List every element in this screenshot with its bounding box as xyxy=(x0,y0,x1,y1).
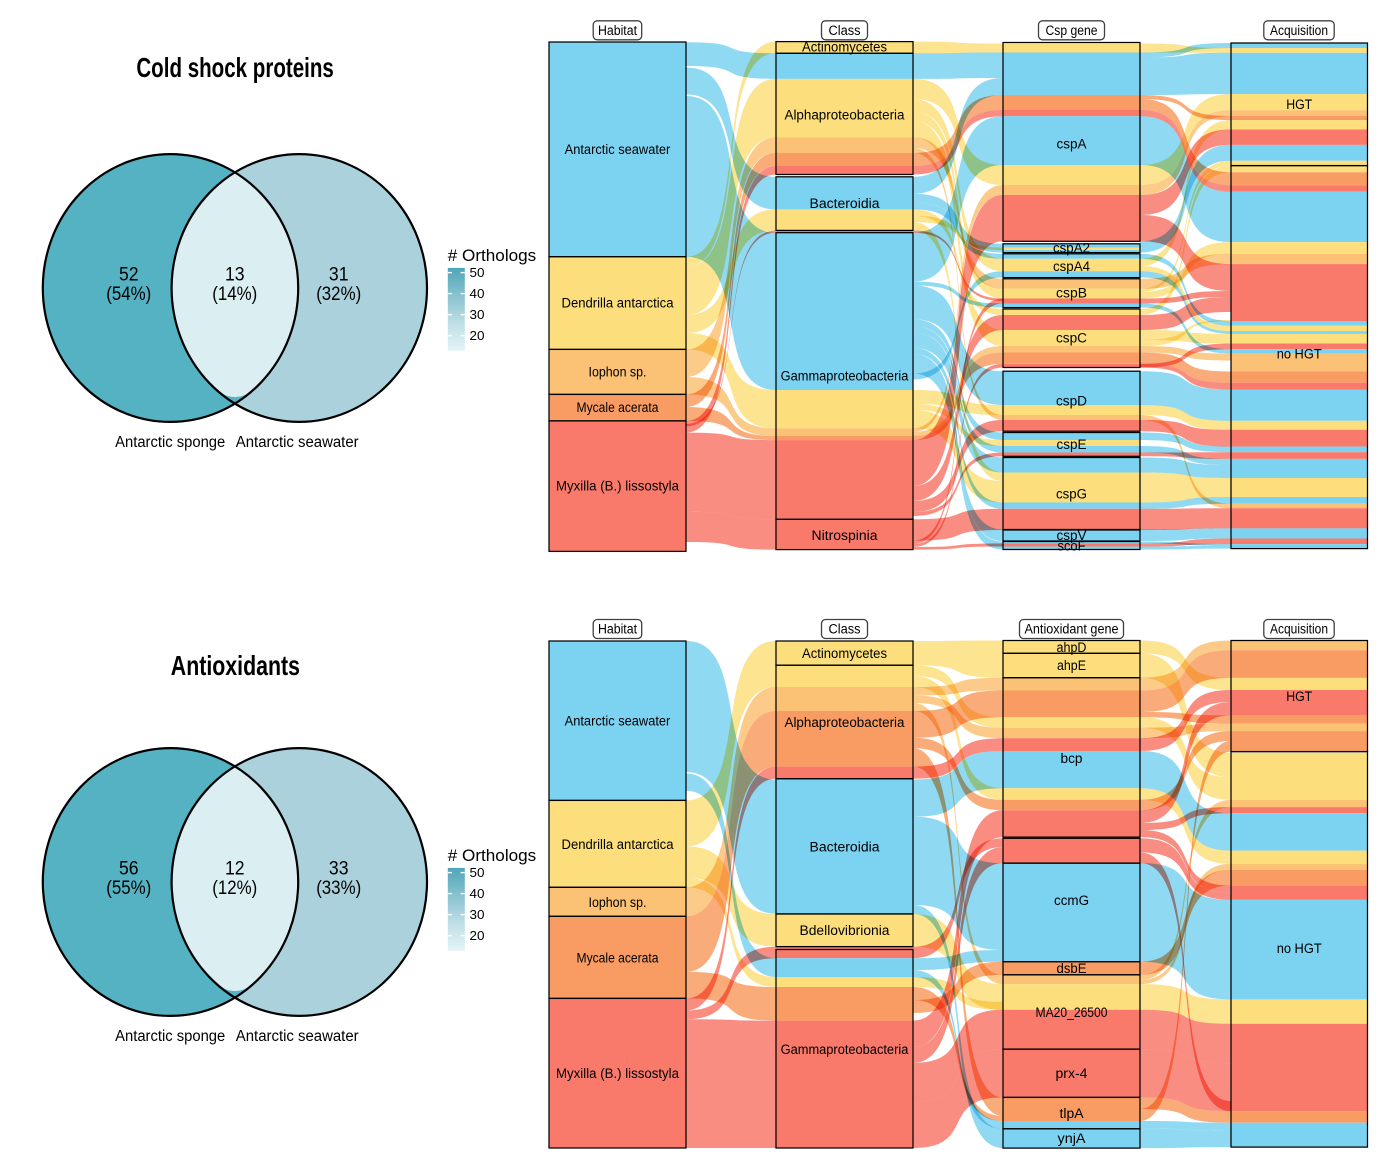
svg-text:Mycale acerata: Mycale acerata xyxy=(577,950,659,965)
svg-text:Bacteroidia: Bacteroidia xyxy=(810,196,881,211)
svg-text:50: 50 xyxy=(470,866,485,880)
svg-text:(32%): (32%) xyxy=(316,284,361,305)
svg-text:cspA2: cspA2 xyxy=(1053,240,1090,255)
svg-text:cspV: cspV xyxy=(1057,528,1087,543)
svg-text:# Orthologs: # Orthologs xyxy=(448,846,536,865)
svg-text:Myxilla (B.) lissostyla: Myxilla (B.) lissostyla xyxy=(556,479,679,494)
svg-text:31: 31 xyxy=(329,265,349,286)
svg-text:Antarctic seawater: Antarctic seawater xyxy=(236,434,359,451)
svg-text:Antarctic seawater: Antarctic seawater xyxy=(565,142,671,157)
svg-text:Gammaproteobacteria: Gammaproteobacteria xyxy=(781,1042,909,1057)
svg-text:Csp gene: Csp gene xyxy=(1046,23,1098,38)
svg-text:Gammaproteobacteria: Gammaproteobacteria xyxy=(781,369,909,384)
svg-text:Cold shock proteins: Cold shock proteins xyxy=(136,52,334,83)
svg-text:cspA: cspA xyxy=(1057,137,1087,152)
svg-text:no HGT: no HGT xyxy=(1277,346,1322,361)
svg-text:Nitrospinia: Nitrospinia xyxy=(812,528,879,543)
svg-text:Myxilla (B.) lissostyla: Myxilla (B.) lissostyla xyxy=(556,1066,679,1081)
svg-text:Iophon sp.: Iophon sp. xyxy=(589,895,647,910)
svg-text:(33%): (33%) xyxy=(316,878,361,899)
svg-text:Habitat: Habitat xyxy=(598,23,637,38)
svg-text:Actinomycetes: Actinomycetes xyxy=(802,40,887,55)
svg-text:cspC: cspC xyxy=(1056,331,1087,346)
svg-text:Bacteroidia: Bacteroidia xyxy=(810,839,881,854)
svg-text:no HGT: no HGT xyxy=(1277,941,1322,956)
svg-text:Antarctic seawater: Antarctic seawater xyxy=(236,1028,359,1045)
svg-text:Alphaproteobacteria: Alphaproteobacteria xyxy=(785,108,905,123)
svg-text:30: 30 xyxy=(470,908,485,922)
svg-text:Iophon sp.: Iophon sp. xyxy=(589,364,647,379)
svg-text:Antioxidants: Antioxidants xyxy=(171,650,300,681)
svg-text:Dendrilla antarctica: Dendrilla antarctica xyxy=(562,837,674,852)
svg-text:50: 50 xyxy=(470,266,485,280)
svg-text:Antarctic sponge: Antarctic sponge xyxy=(115,434,225,451)
svg-text:(14%): (14%) xyxy=(212,284,257,305)
svg-text:ahpE: ahpE xyxy=(1057,658,1086,673)
svg-text:(12%): (12%) xyxy=(212,878,257,899)
svg-text:ccmG: ccmG xyxy=(1054,893,1089,908)
svg-text:cspA4: cspA4 xyxy=(1053,259,1090,274)
svg-text:12: 12 xyxy=(225,859,245,880)
svg-text:(55%): (55%) xyxy=(106,878,151,899)
svg-text:ynjA: ynjA xyxy=(1058,1131,1086,1146)
svg-text:tlpA: tlpA xyxy=(1060,1106,1084,1121)
svg-text:40: 40 xyxy=(470,887,485,901)
svg-text:20: 20 xyxy=(470,329,485,343)
svg-text:40: 40 xyxy=(470,287,485,301)
svg-text:Antarctic seawater: Antarctic seawater xyxy=(565,714,671,729)
svg-text:bcp: bcp xyxy=(1061,751,1083,766)
svg-text:20: 20 xyxy=(470,929,485,943)
svg-text:(54%): (54%) xyxy=(106,284,151,305)
svg-text:HGT: HGT xyxy=(1286,97,1312,112)
svg-text:Actinomycetes: Actinomycetes xyxy=(802,646,887,661)
svg-text:Alphaproteobacteria: Alphaproteobacteria xyxy=(785,715,905,730)
svg-text:Mycale acerata: Mycale acerata xyxy=(577,400,659,415)
svg-text:52: 52 xyxy=(119,265,139,286)
svg-text:Acquisition: Acquisition xyxy=(1270,23,1328,38)
svg-text:MA20_26500: MA20_26500 xyxy=(1036,1005,1108,1020)
svg-text:HGT: HGT xyxy=(1286,689,1312,704)
svg-text:# Orthologs: # Orthologs xyxy=(448,246,536,265)
svg-text:Acquisition: Acquisition xyxy=(1270,622,1328,637)
svg-text:cspG: cspG xyxy=(1056,486,1087,501)
svg-text:cspD: cspD xyxy=(1056,394,1087,409)
svg-text:dsbE: dsbE xyxy=(1057,961,1087,976)
svg-text:30: 30 xyxy=(470,308,485,322)
svg-text:Antioxidant gene: Antioxidant gene xyxy=(1025,622,1119,637)
svg-text:prx-4: prx-4 xyxy=(1056,1066,1089,1081)
svg-text:Antarctic sponge: Antarctic sponge xyxy=(115,1028,225,1045)
svg-text:13: 13 xyxy=(225,265,245,286)
svg-text:ahpD: ahpD xyxy=(1057,640,1087,655)
svg-text:cspB: cspB xyxy=(1056,285,1087,300)
svg-text:Dendrilla antarctica: Dendrilla antarctica xyxy=(562,296,674,311)
svg-text:cspE: cspE xyxy=(1057,437,1087,452)
svg-text:Class: Class xyxy=(829,622,861,637)
svg-text:scoF: scoF xyxy=(1058,539,1086,554)
svg-text:Bdellovibrionia: Bdellovibrionia xyxy=(800,923,890,938)
svg-text:Class: Class xyxy=(829,23,861,38)
svg-text:Habitat: Habitat xyxy=(598,622,637,637)
svg-text:56: 56 xyxy=(119,859,139,880)
svg-text:33: 33 xyxy=(329,859,349,880)
